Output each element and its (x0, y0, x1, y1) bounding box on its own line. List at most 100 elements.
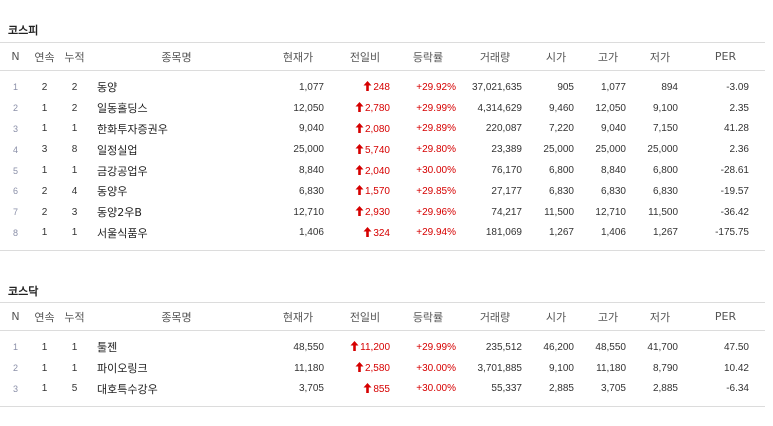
current-price: 25,000 (293, 144, 324, 156)
high-price: 9,040 (600, 123, 626, 135)
current-price: 9,040 (298, 123, 324, 135)
current-price: 48,550 (293, 341, 324, 353)
kospi-section-title: 코스피 (8, 24, 39, 37)
row-number: 3 (12, 383, 18, 394)
stock-name[interactable]: 동양우 (97, 185, 128, 199)
price-change: 2,040 (364, 165, 390, 177)
per-value: 41.28 (723, 123, 749, 135)
price-change-cell: 11,200 (334, 337, 396, 358)
stock-name[interactable]: 일동홀딩스 (97, 102, 148, 116)
up-arrow-icon (355, 164, 364, 175)
low-price: 25,000 (647, 144, 678, 156)
cumulative-count: 3 (71, 206, 78, 218)
stock-name[interactable]: 한화투자증권우 (97, 122, 168, 136)
per-value: 10.42 (723, 362, 749, 374)
header-streak: 연속 (31, 302, 58, 331)
row-number: 2 (12, 363, 18, 374)
price-change: 324 (373, 227, 390, 239)
table-row: 4 3 8 일정실업 25,000 5,740 +29.80% 23,389 25,000 25,… (0, 139, 765, 160)
stock-name[interactable]: 금강공업우 (97, 164, 148, 178)
change-rate: +29.94% (416, 227, 456, 239)
open-price: 11,500 (544, 206, 574, 218)
low-price: 6,800 (652, 165, 678, 177)
high-price: 1,077 (600, 81, 626, 93)
stock-name[interactable]: 동양 (97, 81, 118, 95)
per-value: -28.61 (720, 165, 749, 177)
row-number: 7 (12, 207, 18, 218)
stock-name[interactable]: 일정실업 (97, 143, 138, 157)
table-row: 5 1 1 금강공업우 8,840 2,040 +30.00% 76,170 6,800 8,84… (0, 160, 765, 181)
row-number: 8 (12, 227, 18, 238)
up-arrow-icon (363, 382, 372, 393)
open-price: 6,830 (548, 185, 574, 197)
header-low: 저가 (634, 302, 686, 331)
change-rate: +30.00% (416, 165, 456, 177)
change-rate: +29.80% (416, 144, 456, 156)
up-arrow-icon (355, 102, 364, 113)
stock-name[interactable]: 서울식품우 (97, 226, 148, 240)
low-price: 8,790 (652, 362, 678, 374)
high-price: 12,710 (595, 206, 626, 218)
per-value: 2.36 (729, 144, 749, 156)
cumulative-count: 1 (71, 165, 78, 177)
table-row: 7 2 3 동양2우B 12,710 2,930 +29.96% 74,217 11,500 12… (0, 202, 765, 223)
current-price: 12,050 (293, 102, 324, 114)
price-change: 2,080 (364, 123, 390, 135)
table-header-row: N 연속 누적 종목명 현재가 전일비 등락률 거래량 시가 고가 저가 PER (0, 302, 765, 331)
trading-volume: 3,701,885 (477, 362, 523, 374)
stock-name[interactable]: 동양2우B (97, 206, 142, 220)
table-header-row: N 연속 누적 종목명 현재가 전일비 등락률 거래량 시가 고가 저가 PER (0, 42, 765, 71)
price-change: 2,930 (364, 207, 390, 219)
price-change-cell: 2,780 (334, 98, 396, 119)
high-price: 11,180 (596, 362, 626, 374)
stock-name[interactable]: 대호특수강우 (97, 382, 158, 396)
low-price: 11,500 (648, 206, 678, 218)
per-value: 2.35 (729, 102, 749, 114)
per-value: -36.42 (720, 206, 749, 218)
row-number: 6 (12, 186, 18, 197)
cumulative-count: 2 (71, 102, 78, 114)
table-row: 1 2 2 동양 1,077 248 +29.92% 37,021,635 905 1,077 89… (0, 77, 765, 98)
cumulative-count: 1 (71, 362, 78, 374)
header-volume: 거래량 (460, 302, 530, 331)
table-row: 3 1 5 대호특수강우 3,705 855 +30.00% 55,337 2,885 3,705… (0, 379, 765, 400)
cumulative-count: 5 (71, 383, 78, 395)
low-price: 1,267 (652, 227, 678, 239)
streak-count: 1 (41, 227, 48, 239)
change-rate: +30.00% (416, 383, 456, 395)
up-arrow-icon (355, 143, 364, 154)
high-price: 12,050 (595, 102, 626, 114)
cumulative-count: 8 (71, 144, 78, 156)
open-price: 46,200 (543, 341, 574, 353)
price-change: 1,570 (364, 186, 390, 198)
header-high: 고가 (582, 302, 634, 331)
high-price: 25,000 (595, 144, 626, 156)
per-value: 47.50 (723, 341, 749, 353)
low-price: 6,830 (652, 185, 678, 197)
trading-volume: 4,314,629 (477, 102, 523, 114)
kosdaq-upper-limit-table: N 연속 누적 종목명 현재가 전일비 등락률 거래량 시가 고가 저가 PER 1 1 1 툴젠 48,55… (0, 302, 765, 408)
table-row: 2 1 2 일동홀딩스 12,050 2,780 +29.99% 4,314,629 9,460… (0, 98, 765, 119)
stock-name[interactable]: 툴젠 (97, 341, 118, 355)
price-change-cell: 2,040 (334, 160, 396, 181)
header-current-price: 현재가 (262, 302, 334, 331)
change-rate: +30.00% (416, 362, 456, 374)
current-price: 6,830 (298, 185, 324, 197)
cumulative-count: 1 (71, 123, 78, 135)
price-change-cell: 2,080 (334, 119, 396, 140)
price-change-cell: 855 (334, 379, 396, 400)
change-rate: +29.96% (416, 206, 456, 218)
per-value: -6.34 (726, 383, 749, 395)
price-change: 855 (373, 383, 390, 395)
trading-volume: 181,069 (485, 227, 522, 239)
price-change: 2,580 (364, 363, 390, 375)
header-per: PER (686, 302, 765, 331)
cumulative-count: 1 (71, 227, 78, 239)
stock-name[interactable]: 파이오링크 (97, 362, 148, 376)
trading-volume: 220,087 (485, 123, 522, 135)
open-price: 6,800 (548, 165, 574, 177)
price-change-cell: 1,570 (334, 181, 396, 202)
low-price: 9,100 (652, 102, 678, 114)
low-price: 2,885 (652, 383, 678, 395)
current-price: 11,180 (294, 362, 324, 374)
